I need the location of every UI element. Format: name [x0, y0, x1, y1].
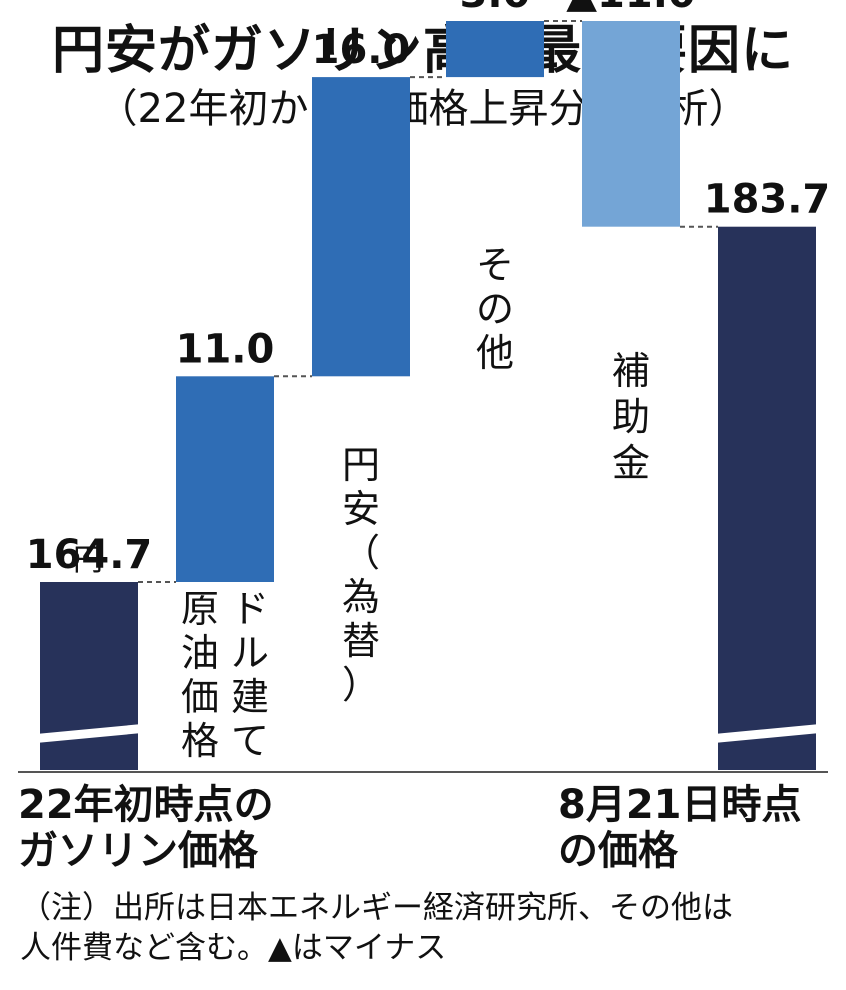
- bar-label-yen: 円安（為替）: [342, 443, 380, 707]
- unit-label: 円: [73, 543, 103, 578]
- x-label-end-line2: の価格: [558, 828, 678, 874]
- axis-break-mark: [714, 724, 820, 743]
- bar-label-oil-col1: ドル建て: [231, 587, 269, 763]
- value-label: ▲11.0: [566, 0, 695, 17]
- bar-label-other: その他: [476, 243, 514, 375]
- value-label: 183.7: [704, 177, 831, 223]
- x-label-start-line2: ガソリン価格: [18, 828, 258, 874]
- bar-label-oil-col2: 原油価格: [181, 587, 219, 763]
- bar-yen: [312, 77, 410, 377]
- bar-subsidy: [582, 21, 680, 227]
- bar-label-subsidy: 補助金: [612, 349, 650, 485]
- value-label: 164.7: [26, 532, 153, 578]
- footnote-line1: （注）出所は日本エネルギー経済研究所、その他は: [20, 890, 733, 926]
- value-label: 16.0: [312, 27, 411, 73]
- x-label-end: 8月21日時点 の価格: [558, 782, 802, 874]
- bar-oil: [176, 376, 274, 582]
- axis-break-mark: [36, 724, 142, 743]
- bar-other: [446, 21, 544, 78]
- value-label: 3.0: [460, 0, 531, 17]
- x-label-start: 22年初時点の ガソリン価格: [18, 782, 274, 874]
- x-label-start-line1: 22年初時点の: [18, 782, 274, 828]
- x-label-end-line1: 8月21日時点: [558, 782, 802, 828]
- bar-start-total: [40, 582, 138, 770]
- footnote: （注）出所は日本エネルギー経済研究所、その他は 人件費など含む。▲はマイナス: [20, 888, 733, 968]
- bar-end-total: [718, 226, 816, 770]
- value-label: 11.0: [176, 326, 275, 372]
- footnote-line2: 人件費など含む。▲はマイナス: [20, 930, 447, 966]
